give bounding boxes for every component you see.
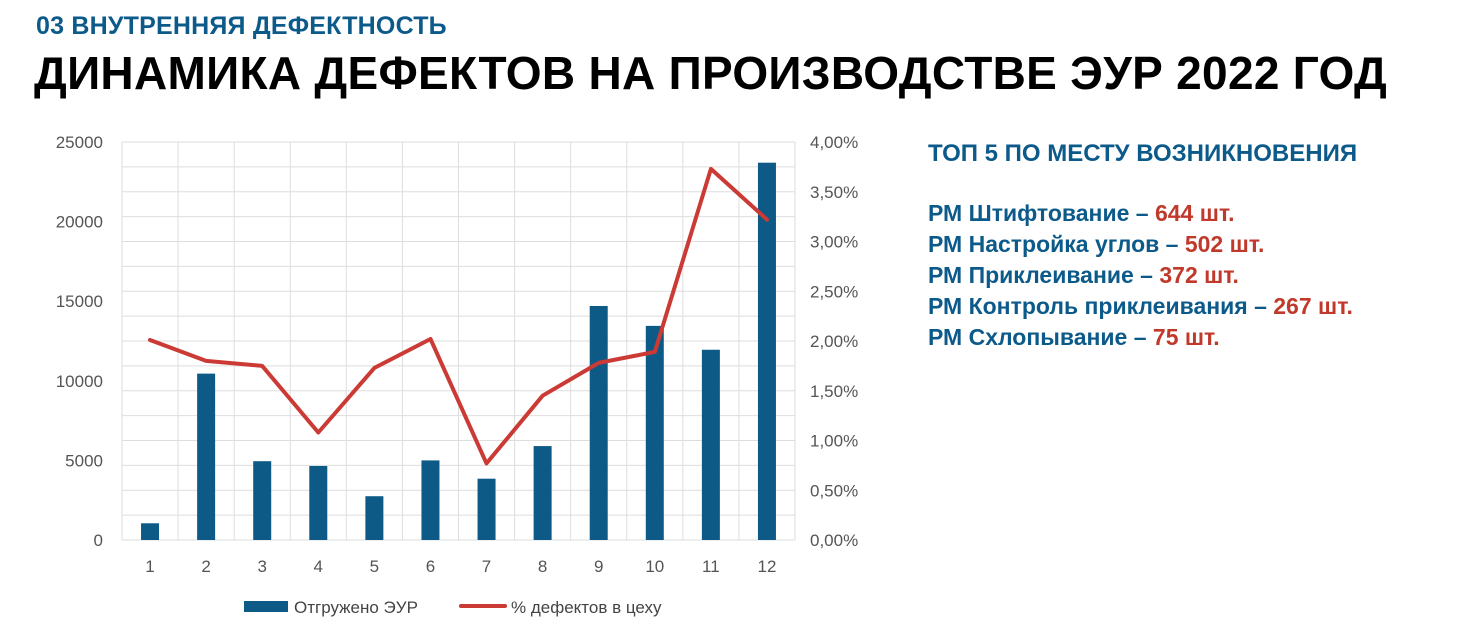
top5-item-label: РМ Приклеивание –: [928, 262, 1160, 288]
legend-swatch-bars: [244, 601, 288, 612]
x-tick-label: 4: [314, 557, 323, 576]
x-tick-label: 7: [482, 557, 491, 576]
y-left-tick-label: 5000: [65, 451, 103, 470]
bar: [589, 305, 608, 540]
bar: [533, 446, 552, 540]
top5-item-count: 75 шт.: [1152, 324, 1220, 350]
bar: [645, 325, 664, 540]
x-tick-label: 3: [257, 557, 266, 576]
y-right-tick-label: 1,00%: [810, 432, 858, 451]
y-right-tick-label: 1,50%: [810, 382, 858, 401]
y-left-tick-label: 20000: [56, 213, 103, 232]
bar: [309, 465, 328, 540]
x-tick-label: 11: [702, 557, 720, 576]
legend-label: % дефектов в цеху: [511, 598, 662, 617]
x-tick-label: 5: [370, 557, 379, 576]
y-left-tick-label: 10000: [56, 372, 103, 391]
section-title: 03 ВНУТРЕННЯЯ ДЕФЕКТНОСТЬ: [36, 12, 447, 40]
top5-item-count: 267 шт.: [1273, 293, 1353, 319]
top5-item-count: 502 шт.: [1184, 231, 1265, 257]
bar: [253, 461, 272, 540]
top5-item-count: 372 шт.: [1159, 262, 1239, 288]
page-title: ДИНАМИКА ДЕФЕКТОВ НА ПРОИЗВОДСТВЕ ЭУР 20…: [34, 47, 1388, 99]
y-right-tick-label: 2,00%: [810, 332, 858, 351]
x-tick-label: 2: [201, 557, 210, 576]
series-line: [148, 166, 769, 466]
top5-item-count: 644 шт.: [1154, 200, 1235, 226]
top5-item: РМ Приклеивание – 372 шт.: [928, 260, 1357, 291]
y-left-tick-label: 0: [94, 531, 103, 550]
top5-item-label: РМ Контроль приклеивания –: [928, 293, 1274, 319]
bar: [757, 162, 776, 541]
x-tick-label: 10: [645, 557, 664, 576]
top5-item: РМ Настройка углов – 502 шт.: [928, 229, 1357, 260]
y-right-tick-label: 3,50%: [810, 183, 858, 202]
y-right-tick-label: 0,50%: [810, 481, 858, 500]
x-tick-label: 6: [426, 557, 435, 576]
y-right-tick-label: 4,00%: [810, 133, 858, 152]
combo-chart: 0 5000 10000 15000 20000 25000 0,00% 0,50% 1,00%…: [56, 133, 858, 617]
bar: [477, 478, 496, 540]
top5-item-label: РМ Схлопывание –: [928, 324, 1153, 350]
top5-item: РМ Штифтование – 644 шт.: [928, 198, 1357, 229]
y-right-tick-label: 2,50%: [810, 282, 858, 301]
x-tick-label: 1: [145, 557, 154, 576]
legend-label: Отгружено ЭУР: [294, 598, 418, 617]
bar: [141, 523, 160, 540]
top5-list: РМ Штифтование – 644 шт. РМ Настройка уг…: [928, 198, 1357, 353]
top5-heading: ТОП 5 ПО МЕСТУ ВОЗНИКНОВЕНИЯ: [928, 140, 1358, 167]
bar: [197, 373, 216, 540]
bar: [421, 460, 440, 540]
y-left-tick-label: 15000: [56, 292, 103, 311]
top5-item: РМ Контроль приклеивания – 267 шт.: [928, 291, 1357, 322]
top5-item: РМ Схлопывание – 75 шт.: [928, 322, 1357, 353]
top5-item-label: РМ Штифтование –: [928, 200, 1155, 226]
y-right-tick-label: 3,00%: [810, 233, 858, 252]
top5-item-label: РМ Настройка углов –: [928, 231, 1185, 257]
bar: [701, 349, 720, 540]
y-right-tick-label: 0,00%: [810, 531, 858, 550]
x-tick-label: 12: [757, 557, 776, 576]
x-tick-label: 9: [594, 557, 603, 576]
top5-panel: ТОП 5 ПО МЕСТУ ВОЗНИКНОВЕНИЯ РМ Штифтова…: [928, 140, 1357, 353]
x-tick-label: 8: [538, 557, 547, 576]
y-left-tick-label: 25000: [56, 133, 103, 152]
bar: [365, 496, 384, 540]
